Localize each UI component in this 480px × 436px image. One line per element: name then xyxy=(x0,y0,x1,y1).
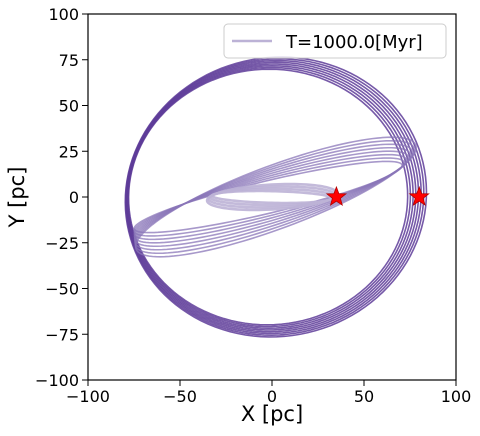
x-axis-ticks: −100 −50 0 50 100 xyxy=(66,380,471,406)
orbit-line-inner-ellipse xyxy=(210,189,334,205)
y-tick-label: −75 xyxy=(45,325,79,344)
star-marker xyxy=(408,185,430,207)
x-tick-label: −100 xyxy=(66,387,110,406)
y-tick-label: 75 xyxy=(59,51,79,70)
orbit-line-mid-ellipse xyxy=(134,136,417,258)
y-tick-label: 25 xyxy=(59,142,79,161)
y-tick-label: 100 xyxy=(48,5,79,24)
legend-entry-label: T=1000.0[Myr] xyxy=(285,32,423,53)
y-axis-label: Y [pc] xyxy=(5,167,29,229)
star-marker xyxy=(325,185,347,207)
star-markers xyxy=(325,185,430,207)
x-tick-label: −50 xyxy=(163,387,197,406)
orbit-line-mid-ellipse xyxy=(134,139,416,255)
legend: T=1000.0[Myr] xyxy=(223,23,447,59)
y-tick-label: −50 xyxy=(45,280,79,299)
x-tick-label: 0 xyxy=(267,387,277,406)
y-tick-label: 0 xyxy=(69,188,79,207)
y-tick-label: 50 xyxy=(59,97,79,116)
x-tick-label: 50 xyxy=(354,387,374,406)
legend-box xyxy=(223,23,447,59)
y-tick-label: −25 xyxy=(45,234,79,253)
orbit-line-outer-ring xyxy=(124,56,428,338)
orbit-lines xyxy=(124,56,428,338)
x-axis-label: X [pc] xyxy=(241,402,303,426)
y-axis-ticks: −100 −75 −50 −25 0 25 50 75 100 xyxy=(35,5,88,390)
orbit-line-inner-ellipse xyxy=(205,182,339,212)
y-tick-label: −100 xyxy=(35,371,79,390)
x-tick-label: 100 xyxy=(441,387,472,406)
orbit-line-outer-ring xyxy=(127,68,409,326)
